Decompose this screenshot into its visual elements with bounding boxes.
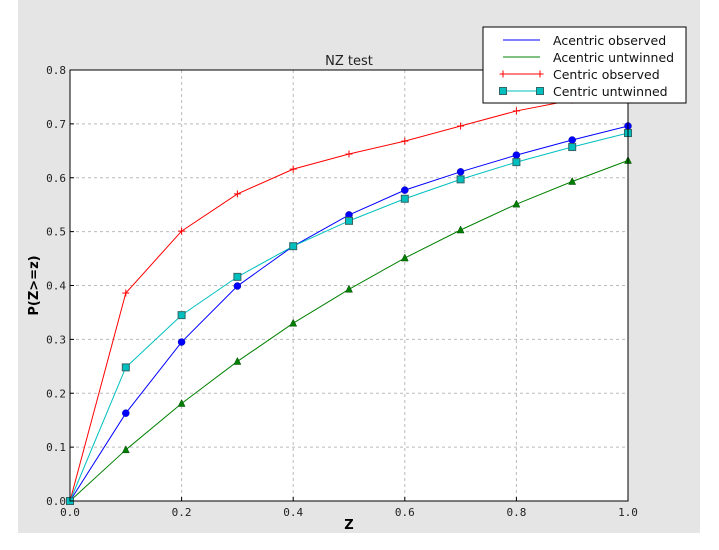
data-point	[456, 225, 465, 234]
legend-label: Centric observed	[553, 67, 660, 82]
y-tick-label: 0.5	[46, 226, 66, 239]
data-point	[568, 136, 576, 144]
data-point	[177, 311, 186, 320]
data-point	[289, 242, 298, 251]
x-axis-label: Z	[344, 518, 353, 533]
data-point	[512, 199, 521, 208]
data-point	[233, 282, 242, 290]
data-point	[345, 284, 353, 293]
data-point	[512, 151, 521, 159]
legend: Acentric observed Acentric untwinned Centr…	[482, 26, 687, 104]
x-tick-label: 1.0	[618, 506, 638, 519]
x-tick-label: 0.8	[506, 506, 526, 519]
series-acentric-untwinned	[66, 155, 632, 505]
y-axis-label: P(Z>=z)	[27, 255, 42, 315]
y-tick-label: 0.0	[46, 495, 66, 508]
legend-label: Acentric untwinned	[553, 50, 674, 65]
data-point	[456, 168, 465, 176]
data-point	[568, 143, 577, 152]
legend-marker	[499, 87, 507, 95]
y-tick-label: 0.8	[46, 64, 66, 77]
data-point	[400, 253, 409, 262]
x-tick-label: 0.0	[60, 506, 80, 519]
y-tick-label: 0.4	[46, 280, 66, 293]
legend-marker	[536, 87, 544, 95]
plot-frame	[69, 69, 629, 502]
data-point	[568, 176, 577, 185]
y-tick-label: 0.7	[46, 118, 66, 131]
y-tick-label: 0.1	[46, 441, 66, 454]
chart-title: NZ test	[325, 54, 373, 69]
data-point	[345, 216, 353, 225]
y-tick-label: 0.2	[46, 387, 66, 400]
data-point	[400, 194, 409, 203]
data-point	[512, 158, 521, 167]
data-point	[177, 338, 186, 346]
data-point	[456, 175, 465, 184]
x-tick-label: 0.4	[283, 506, 303, 519]
data-point	[401, 186, 409, 194]
y-tick-label: 0.6	[46, 172, 66, 185]
legend-label: Acentric observed	[553, 33, 666, 48]
data-point	[122, 409, 130, 417]
data-point	[233, 272, 242, 281]
data-point	[233, 356, 242, 365]
x-tick-label: 0.2	[172, 506, 192, 519]
data-point	[177, 398, 186, 407]
y-tick-label: 0.3	[46, 333, 66, 346]
x-tick-label: 0.6	[395, 506, 415, 519]
data-point	[121, 363, 130, 372]
data-point	[289, 318, 298, 327]
data-point	[121, 445, 130, 454]
legend-label: Centric untwinned	[553, 84, 668, 99]
